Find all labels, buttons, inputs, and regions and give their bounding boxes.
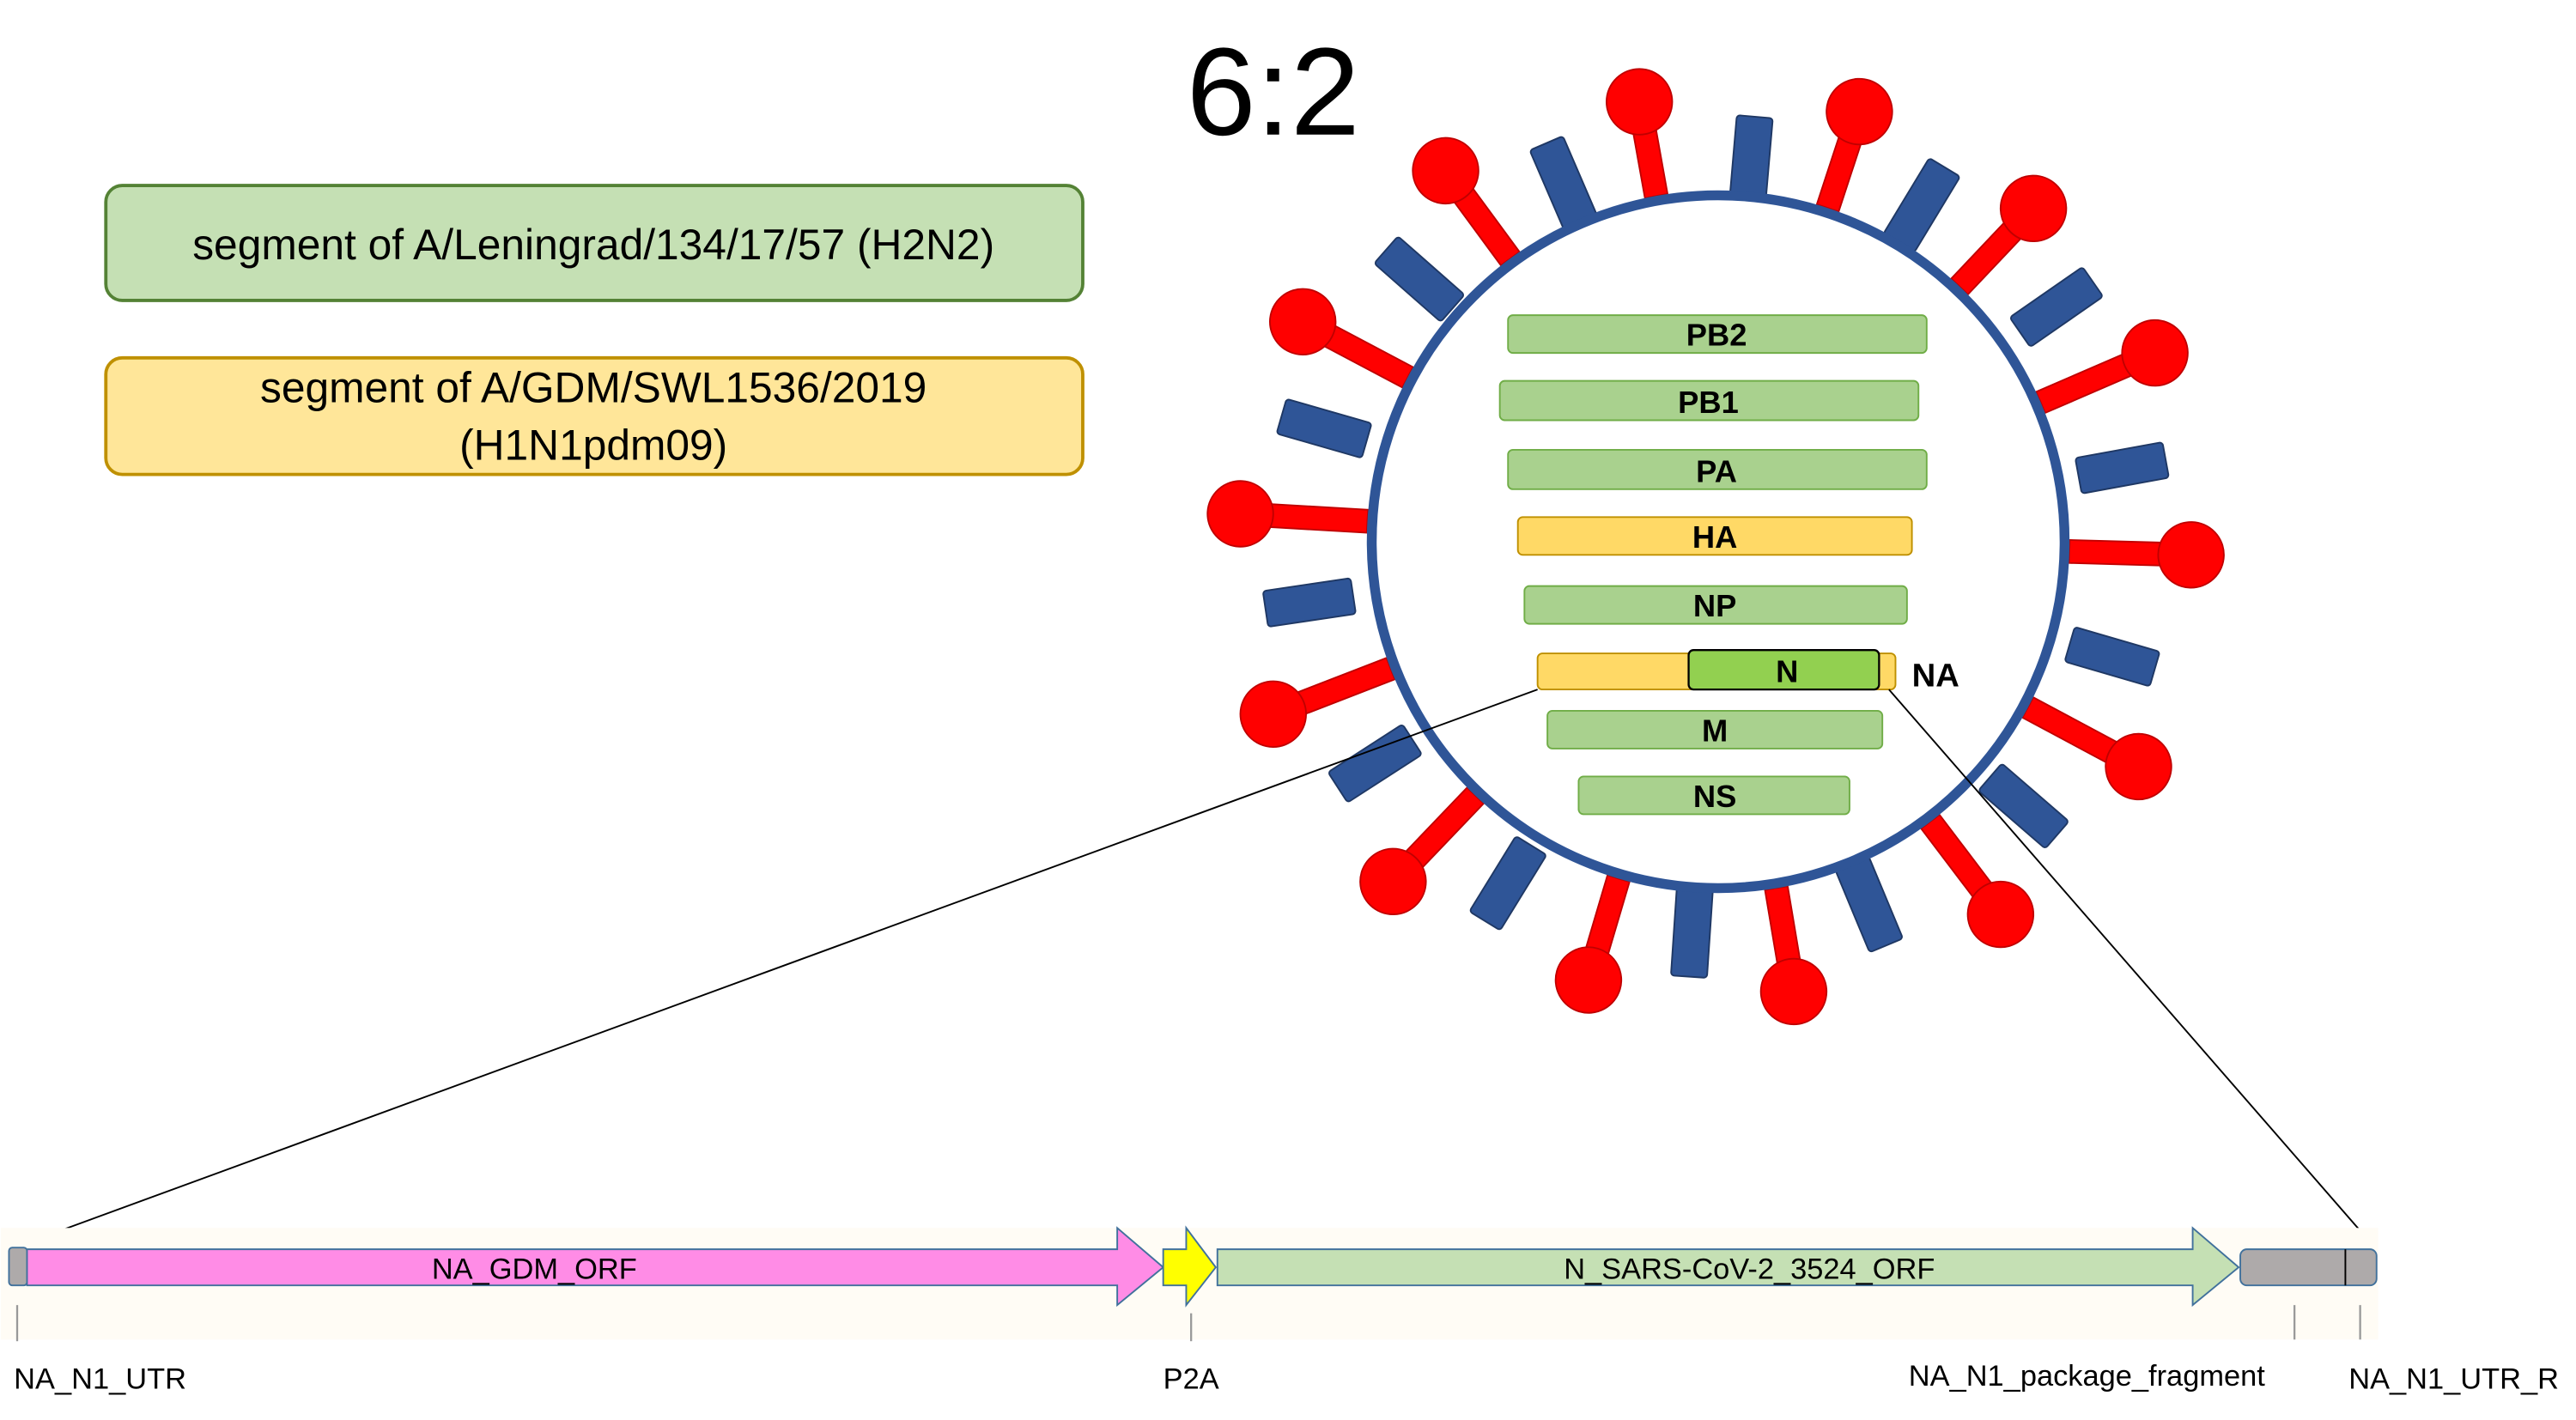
segment-pb1-label: PB1: [1678, 385, 1739, 420]
segment-n-label: N: [1776, 654, 1798, 689]
segment-pa: [1507, 448, 1928, 490]
na-spike: [2075, 441, 2170, 495]
n-orf-arrow: [1216, 1226, 2240, 1308]
na-spike: [2064, 627, 2160, 687]
ha-spike: [1239, 657, 1396, 748]
na-spike: [1670, 886, 1714, 979]
legend-donor: segment of A/Leningrad/134/17/57 (H2N2): [104, 184, 1084, 302]
segment-np-label: NP: [1693, 588, 1736, 623]
segment-pa-label: PA: [1696, 453, 1737, 489]
segment-m: [1546, 710, 1884, 749]
annotation-utr-right: NA_N1_UTR_R: [2348, 1363, 2559, 1396]
na-spike: [1276, 398, 1372, 458]
ha-spike: [2068, 521, 2225, 589]
ha-spike: [1206, 480, 1370, 548]
ha-spike: [2035, 319, 2189, 415]
na-gdm-orf-label: NA_GDM_ORF: [432, 1253, 637, 1286]
legend-recipient-line1: segment of A/GDM/SWL1536/2019: [260, 363, 927, 411]
zoom-line-left: [13, 689, 1538, 1249]
p2a-arrow: [1162, 1225, 1218, 1308]
ha-spike: [1950, 174, 2068, 296]
segment-np: [1523, 585, 1908, 625]
n-orf-label: N_SARS-CoV-2_3524_ORF: [1564, 1253, 1935, 1286]
segment-ha-label: HA: [1692, 519, 1737, 555]
legend-recipient-line2: (H1N1pdm09): [459, 421, 727, 469]
annotation-p2a: P2A: [1163, 1363, 1219, 1396]
na-spike: [2010, 267, 2103, 347]
ratio-title: 6:2: [1187, 21, 1360, 161]
segments: PB2 PB1 PA HA NP N NA M NS: [1498, 314, 1959, 816]
ha-spike: [1359, 786, 1485, 916]
ha-spike: [1605, 68, 1674, 199]
legend-recipient: segment of A/GDM/SWL1536/2019 (H1N1pdm09…: [104, 355, 1084, 476]
na-spike: [1262, 577, 1357, 628]
na-spike: [1328, 724, 1422, 803]
segment-ha: [1516, 516, 1913, 556]
segment-ns: [1577, 775, 1850, 816]
segment-m-label: M: [1702, 713, 1728, 748]
segment-pb1: [1498, 379, 1920, 422]
annotation-utr-left: NA_N1_UTR: [14, 1363, 186, 1396]
na-gdm-orf-arrow: [26, 1226, 1165, 1308]
segment-ns-label: NS: [1693, 779, 1736, 814]
ha-spike: [1815, 77, 1893, 213]
ha-spike: [1920, 813, 2035, 949]
legend-donor-text: segment of A/Leningrad/134/17/57 (H2N2): [192, 221, 994, 269]
segment-pb2-label: PB2: [1686, 318, 1747, 353]
na-label: NA: [1912, 657, 1959, 694]
na-spike: [1374, 236, 1465, 322]
na-spike: [1978, 763, 2069, 848]
utr-right-block: [2239, 1248, 2378, 1287]
ha-spike: [1412, 137, 1521, 267]
surface-spikes: [1206, 68, 2225, 1026]
na-spike: [1835, 857, 1903, 953]
segment-pb2: [1507, 314, 1928, 355]
annotation-package-fragment: NA_N1_package_fragment: [1909, 1360, 2265, 1393]
ha-spike: [1269, 288, 1414, 389]
utr-left: [8, 1247, 28, 1287]
ha-spike: [1759, 885, 1828, 1026]
ha-spike: [1554, 874, 1631, 1014]
zoom-line-right: [1888, 689, 2376, 1248]
segment-n-insert: [1687, 649, 1880, 691]
na-spike: [1469, 836, 1546, 931]
construct-map: NA_GDM_ORF N_SARS-CoV-2_3524_ORF NA_N1_U…: [0, 1225, 2576, 1420]
ha-spike: [2021, 695, 2172, 801]
